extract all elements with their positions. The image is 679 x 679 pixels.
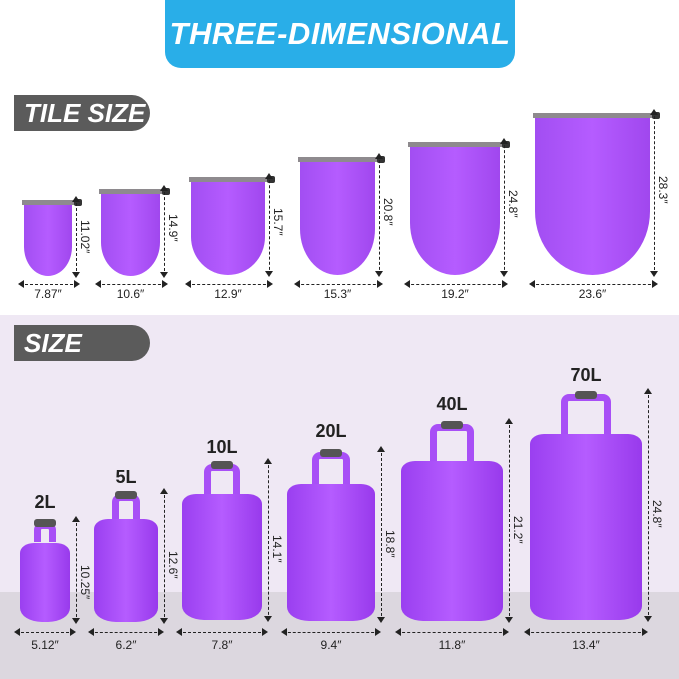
- height-arrow: [265, 173, 273, 277]
- capacity-label: 10L: [206, 437, 238, 457]
- buckle-icon: [34, 519, 56, 527]
- height-arrow: [644, 388, 652, 622]
- bag-handle: [311, 452, 351, 488]
- bag-strap: [533, 113, 654, 118]
- height-arrow: [500, 138, 508, 277]
- buckle-icon: [575, 391, 597, 399]
- capacity-label: 70L: [570, 365, 602, 385]
- height-label: 24.8″: [650, 500, 664, 528]
- capacity-label: 20L: [315, 421, 347, 441]
- buckle-icon: [652, 112, 660, 119]
- tile-size-label: TILE SIZE: [24, 97, 146, 128]
- buckle-icon: [162, 188, 170, 195]
- width-label: 11.8″: [438, 638, 466, 652]
- height-arrow: [650, 109, 658, 277]
- flat-bag: [535, 116, 650, 275]
- buckle-icon: [377, 156, 385, 163]
- flat-bag: [101, 192, 160, 276]
- size-tab: SIZE: [14, 325, 150, 361]
- height-label: 15.7″: [271, 207, 285, 236]
- width-label: 13.4″: [572, 638, 600, 652]
- bag-strap: [22, 200, 76, 205]
- capacity-label: 5L: [115, 467, 137, 487]
- height-label: 24.8″: [506, 190, 520, 218]
- width-arrow: [404, 280, 508, 288]
- banner-title: THREE-DIMENSIONAL: [169, 16, 511, 51]
- width-arrow: [395, 628, 509, 636]
- width-arrow: [14, 628, 76, 636]
- flat-bag: [410, 145, 500, 275]
- height-label: 11.02″: [78, 219, 92, 253]
- height-arrow: [160, 185, 168, 278]
- bag-strap: [298, 157, 379, 162]
- height-arrow: [377, 446, 385, 623]
- tile-size-tab: TILE SIZE: [14, 95, 150, 131]
- width-label: 9.4″: [320, 638, 342, 652]
- bag-strap: [408, 142, 504, 147]
- buckle-icon: [115, 491, 137, 499]
- width-label: 19.2″: [441, 287, 469, 301]
- bag-strap: [189, 177, 269, 182]
- width-label: 12.9″: [214, 287, 242, 301]
- width-arrow: [294, 280, 383, 288]
- height-label: 10.25″: [78, 565, 92, 600]
- width-label: 6.2″: [115, 638, 137, 652]
- buckle-icon: [267, 176, 275, 183]
- roll-top-bag: [287, 484, 375, 621]
- height-label: 12.6″: [166, 551, 180, 579]
- width-label: 15.3″: [323, 287, 352, 301]
- buckle-icon: [320, 449, 342, 457]
- flat-bag: [191, 180, 265, 275]
- width-label: 23.6″: [578, 287, 607, 301]
- roll-top-bag: [94, 519, 158, 622]
- width-arrow: [529, 280, 658, 288]
- width-arrow: [185, 280, 273, 288]
- height-label: 20.8″: [381, 197, 395, 226]
- capacity-label: 40L: [436, 394, 468, 414]
- height-arrow: [505, 418, 513, 623]
- height-arrow: [264, 458, 272, 622]
- bag-handle: [429, 424, 475, 465]
- height-arrow: [72, 196, 80, 278]
- three-dimensional-banner: THREE-DIMENSIONAL: [165, 0, 515, 68]
- height-label: 28.3″: [656, 175, 670, 204]
- height-label: 18.8″: [383, 529, 397, 558]
- size-label: SIZE: [24, 327, 82, 358]
- flat-bag: [24, 203, 72, 276]
- height-arrow: [375, 153, 383, 277]
- buckle-icon: [441, 421, 463, 429]
- buckle-icon: [502, 141, 510, 148]
- height-arrow: [72, 516, 80, 624]
- width-label: 7.87″: [34, 287, 62, 301]
- height-label: 14.1″: [270, 535, 284, 563]
- bag-strap: [99, 189, 164, 194]
- width-label: 10.6″: [116, 287, 145, 301]
- height-label: 21.2″: [511, 515, 525, 544]
- flat-bag: [300, 160, 375, 275]
- width-arrow: [524, 628, 648, 636]
- width-label: 5.12″: [31, 638, 59, 652]
- roll-top-bag: [182, 494, 262, 620]
- bag-handle: [561, 394, 611, 439]
- height-label: 14.9″: [166, 214, 180, 242]
- width-label: 7.8″: [211, 638, 233, 652]
- height-arrow: [160, 488, 168, 624]
- width-arrow: [281, 628, 381, 636]
- roll-top-bag: [530, 433, 642, 620]
- capacity-label: 2L: [34, 492, 56, 512]
- roll-top-bag: [401, 460, 503, 621]
- buckle-icon: [211, 461, 233, 469]
- roll-top-bag: [20, 543, 70, 622]
- width-arrow: [176, 628, 268, 636]
- width-arrow: [95, 280, 168, 288]
- width-arrow: [18, 280, 80, 288]
- width-arrow: [88, 628, 164, 636]
- buckle-icon: [74, 199, 82, 206]
